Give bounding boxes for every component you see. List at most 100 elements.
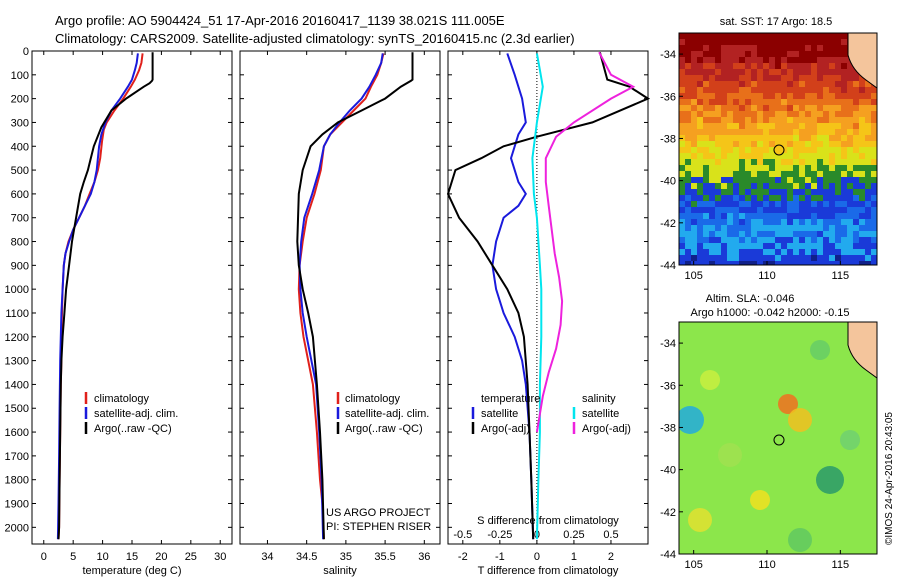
- sst-cell: [787, 129, 793, 135]
- sst-cell: [829, 243, 835, 249]
- difference-xlabel: T difference from climatology: [478, 565, 619, 577]
- sst-cell: [775, 75, 781, 81]
- sst-cell: [685, 147, 691, 153]
- header-line2: Climatology: CARS2009. Satellite-adjuste…: [55, 31, 575, 46]
- sst-cell: [835, 153, 841, 159]
- sst-cell: [847, 195, 853, 201]
- sst-cell: [811, 249, 817, 255]
- sst-cell: [841, 207, 847, 213]
- sst-cell: [769, 219, 775, 225]
- x-tick-label: -2: [458, 551, 468, 563]
- sst-cell: [697, 123, 703, 129]
- sst-cell: [685, 255, 691, 261]
- sst-cell: [769, 141, 775, 147]
- sst-cell: [787, 237, 793, 243]
- sst-cell: [709, 147, 715, 153]
- sst-cell: [769, 243, 775, 249]
- sst-cell: [739, 111, 745, 117]
- sst-cell: [703, 165, 709, 171]
- sst-cell: [697, 105, 703, 111]
- sst-cell: [829, 135, 835, 141]
- sst-cell: [781, 39, 787, 45]
- lon-tick-label: 110: [758, 559, 776, 571]
- depth-tick-label: 1200: [5, 332, 29, 344]
- sst-cell: [811, 207, 817, 213]
- x-tick-label: 2: [608, 551, 614, 563]
- sst-cell: [865, 225, 871, 231]
- salinity-y-ticks: [240, 50, 440, 528]
- sst-cell: [715, 243, 721, 249]
- sst-cell: [793, 51, 799, 57]
- sst-cell: [679, 189, 685, 195]
- sst-cell: [757, 243, 763, 249]
- sst-cell: [739, 57, 745, 63]
- sst-cell: [829, 111, 835, 117]
- sst-cell: [757, 129, 763, 135]
- sst-cell: [709, 99, 715, 105]
- sst-cell: [745, 57, 751, 63]
- depth-tick-label: 1900: [5, 499, 29, 511]
- depth-tick-label: 800: [11, 237, 29, 249]
- sst-cell: [865, 147, 871, 153]
- sst-cell: [769, 207, 775, 213]
- sst-cell: [703, 63, 709, 69]
- sst-cell: [805, 33, 811, 39]
- sst-cell: [871, 177, 877, 183]
- sst-cell: [799, 213, 805, 219]
- sst-cell: [715, 237, 721, 243]
- sst-cell: [733, 249, 739, 255]
- sst-cell: [733, 165, 739, 171]
- sst-cell: [835, 261, 841, 265]
- sst-cell: [679, 33, 685, 39]
- sst-cell: [805, 147, 811, 153]
- sst-cell: [805, 81, 811, 87]
- sst-cell: [691, 51, 697, 57]
- sst-cell: [817, 147, 823, 153]
- sst-cell: [745, 99, 751, 105]
- sst-cell: [751, 171, 757, 177]
- sst-cell: [865, 111, 871, 117]
- sst-cell: [847, 93, 853, 99]
- sst-cell: [853, 255, 859, 261]
- sst-cell: [751, 111, 757, 117]
- sst-cell: [817, 171, 823, 177]
- sst-cell: [679, 81, 685, 87]
- sst-cell: [703, 75, 709, 81]
- sst-cell: [847, 183, 853, 189]
- sst-cell: [841, 213, 847, 219]
- sst-cell: [775, 165, 781, 171]
- sst-cell: [691, 165, 697, 171]
- sst-cell: [799, 255, 805, 261]
- x-tick-label: 35: [340, 551, 352, 563]
- sst-cell: [739, 219, 745, 225]
- sst-cell: [733, 57, 739, 63]
- sst-cell: [841, 75, 847, 81]
- sst-cell: [727, 63, 733, 69]
- sst-cell: [823, 99, 829, 105]
- sst-cell: [751, 153, 757, 159]
- sst-cell: [751, 207, 757, 213]
- sst-cell: [709, 165, 715, 171]
- sst-cell: [865, 231, 871, 237]
- sst-cell: [811, 261, 817, 265]
- sst-cell: [703, 69, 709, 75]
- sst-cell: [829, 117, 835, 123]
- sst-cell: [787, 87, 793, 93]
- sst-cell: [805, 45, 811, 51]
- sst-cell: [799, 87, 805, 93]
- sst-cell: [727, 129, 733, 135]
- sla-feature: [718, 443, 742, 467]
- sst-cell: [757, 183, 763, 189]
- sst-cell: [691, 39, 697, 45]
- sst-cell: [709, 105, 715, 111]
- sst-cell: [691, 249, 697, 255]
- sst-cell: [865, 117, 871, 123]
- sst-cell: [829, 33, 835, 39]
- sst-cell: [763, 111, 769, 117]
- sst-cell: [697, 135, 703, 141]
- sst-cell: [745, 135, 751, 141]
- sst-cell: [685, 165, 691, 171]
- sst-cell: [679, 243, 685, 249]
- sst-cell: [799, 141, 805, 147]
- sst-cell: [751, 63, 757, 69]
